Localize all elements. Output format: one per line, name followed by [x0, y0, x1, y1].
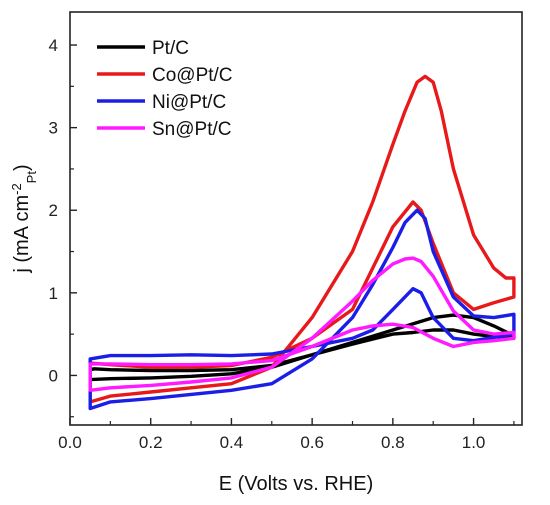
x-tick-label: 0.8 — [381, 433, 405, 452]
y-axis-title-sup: -2 — [9, 183, 24, 195]
legend-label-3: Sn@Pt/C — [152, 119, 231, 140]
y-tick-label: 3 — [49, 119, 58, 138]
legend-label-1: Co@Pt/C — [152, 65, 233, 86]
plot-frame — [69, 11, 523, 426]
y-axis-title-main: j (mA cm — [11, 195, 33, 274]
x-tick-label: 0.6 — [300, 433, 324, 452]
y-axis-title-close: ) — [11, 164, 33, 171]
x-tick-label: 1.0 — [462, 433, 486, 452]
series-line-3 — [88, 256, 516, 392]
x-tick-label: 0.2 — [139, 433, 163, 452]
legend: Pt/C Co@Pt/C Ni@Pt/C Sn@Pt/C — [97, 38, 233, 140]
x-axis-title: E (Volts vs. RHE) — [219, 473, 373, 495]
y-axis-title-sub: Pt — [24, 171, 39, 184]
y-tick-label: 1 — [49, 284, 58, 303]
y-tick-label: 4 — [49, 36, 58, 55]
legend-label-0: Pt/C — [152, 38, 189, 59]
y-tick-label: 2 — [49, 201, 58, 220]
legend-label-2: Ni@Pt/C — [152, 92, 226, 113]
curves-layer — [88, 74, 516, 411]
y-tick-label: 0 — [49, 366, 58, 385]
ticks-layer: 0.0 0.2 0.4 0.6 0.8 1.0 0 1 2 3 4 — [49, 36, 515, 452]
y-axis-title: j (mA cm-2Pt) — [9, 164, 39, 273]
series-line-2 — [88, 208, 516, 411]
x-tick-label: 0.0 — [58, 433, 82, 452]
x-tick-label: 0.4 — [220, 433, 244, 452]
